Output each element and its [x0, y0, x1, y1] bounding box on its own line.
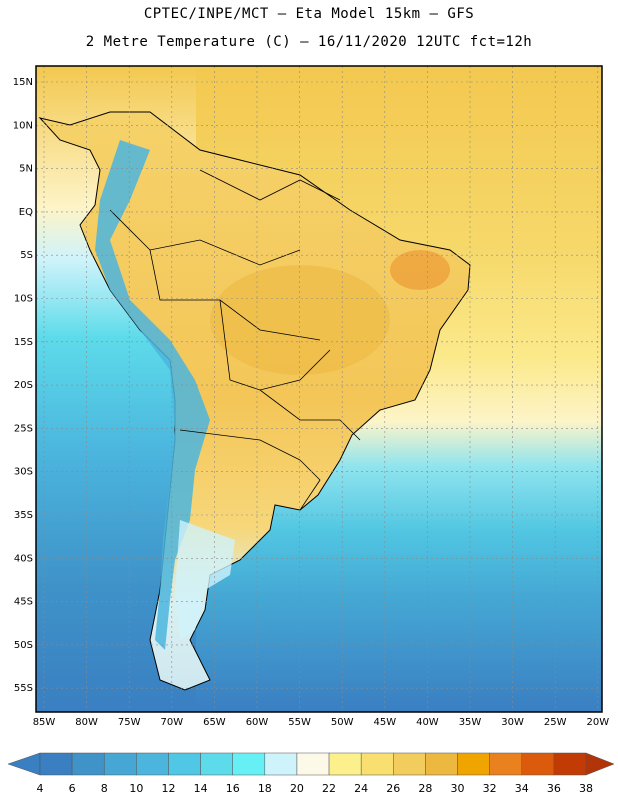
country-borders	[109, 169, 361, 511]
lon-label: 60W	[246, 717, 269, 728]
lat-label: 15N	[13, 77, 33, 88]
lon-label: 70W	[160, 717, 183, 728]
colorbar-swatch	[457, 752, 490, 776]
colorbar-label: 16	[225, 782, 240, 795]
lat-label: 10N	[13, 120, 33, 131]
lon-label: 65W	[203, 717, 226, 728]
colorbar-swatch	[521, 752, 555, 776]
lat-label: 30S	[14, 467, 33, 478]
colorbar-label: 10	[129, 782, 144, 795]
lon-label: 40W	[416, 717, 439, 728]
lon-label: 55W	[288, 717, 311, 728]
patagonia-cool	[175, 520, 235, 640]
title-line-2: 2 Metre Temperature (C) – 16/11/2020 12U…	[85, 34, 533, 50]
colorbar-swatch	[553, 752, 587, 776]
lon-label: 20W	[586, 717, 609, 728]
colorbar-swatch	[39, 752, 73, 776]
lat-label: 10S	[14, 294, 33, 305]
colorbar-swatch	[425, 752, 458, 776]
warm-interior	[210, 265, 390, 375]
lon-label: 45W	[373, 717, 396, 728]
colorbar-label: 32	[482, 782, 497, 795]
colorbar-label: 30	[450, 782, 465, 795]
lat-label: 55S	[14, 683, 33, 694]
gridlines	[36, 66, 602, 712]
lat-label: 5N	[19, 164, 33, 175]
colorbar-label: 12	[161, 782, 176, 795]
title-line-1: CPTEC/INPE/MCT – Eta Model 15km – GFS	[143, 6, 475, 22]
lon-label: 25W	[544, 717, 567, 728]
lat-label: 20S	[14, 380, 33, 391]
colorbar-label: 20	[289, 782, 304, 795]
lon-label: 30W	[501, 717, 524, 728]
longitude-labels: 85W 80W 75W 70W 65W 60W 55W 50W 45W 40W 35W 30W 25W 2…	[33, 717, 610, 728]
latitude-labels: 15N 10N 5N EQ 5S 10S 15S 20S 25S 30S 35S 40S 45S 50S 5…	[13, 77, 33, 694]
colorbar-swatch	[103, 752, 137, 776]
lat-label: 35S	[14, 510, 33, 521]
colorbar-label: 34	[514, 782, 529, 795]
colorbar-swatch	[232, 752, 266, 776]
lon-label: 35W	[459, 717, 482, 728]
colorbar-label: 8	[100, 782, 108, 795]
colorbar-label: 36	[546, 782, 561, 795]
lat-label: 25S	[14, 423, 33, 434]
lat-label: 5S	[20, 250, 33, 261]
lon-label: 85W	[33, 717, 56, 728]
colorbar-label: 28	[418, 782, 433, 795]
colorbar	[7, 752, 615, 776]
colorbar-swatch	[200, 752, 233, 776]
lon-label: 50W	[331, 717, 354, 728]
map-frame	[35, 65, 603, 713]
map-area	[36, 66, 602, 712]
colorbar-label: 26	[386, 782, 401, 795]
colorbar-label: 4	[36, 782, 44, 795]
colorbar-swatch	[136, 752, 169, 776]
lon-label: 80W	[75, 717, 98, 728]
lat-label: 40S	[14, 553, 33, 564]
colorbar-swatch	[328, 752, 362, 776]
colorbar-right-arrow	[585, 752, 615, 776]
colorbar-swatch	[168, 752, 201, 776]
colorbar-left-arrow	[7, 752, 41, 776]
colorbar-label: 38	[579, 782, 593, 795]
lat-label: 50S	[14, 640, 33, 651]
colorbar-label: 24	[354, 782, 369, 795]
colorbar-label: 22	[322, 782, 337, 795]
colorbar-swatch	[489, 752, 523, 776]
colorbar-label: 14	[193, 782, 208, 795]
colorbar-swatch	[360, 752, 394, 776]
lat-label: 45S	[14, 597, 33, 608]
colorbar-swatch	[296, 752, 330, 776]
south-america-land	[38, 111, 471, 691]
lon-label: 75W	[118, 717, 141, 728]
colorbar-label: 6	[68, 782, 76, 795]
lat-label: 15S	[14, 337, 33, 348]
colorbar-swatch	[264, 752, 298, 776]
colorbar-label: 18	[257, 782, 272, 795]
colorbar-swatch	[71, 752, 105, 776]
colorbar-swatch	[393, 752, 426, 776]
lat-label: EQ	[19, 207, 33, 218]
